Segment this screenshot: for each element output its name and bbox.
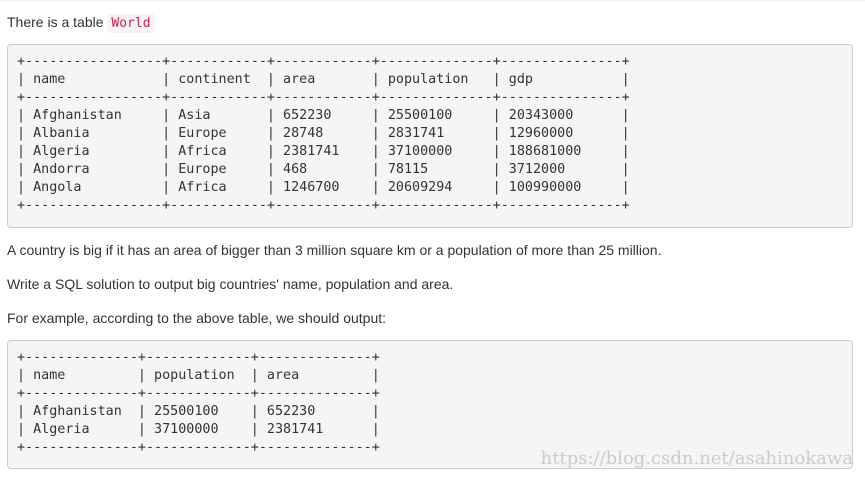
task-paragraph: Write a SQL solution to output big count… — [7, 276, 454, 292]
output-table-block: +--------------+-------------+----------… — [7, 340, 853, 469]
world-table-line: | Albania | Europe | 28748 | 2831741 | 1… — [17, 126, 630, 141]
output-table-line: | name | population | area | — [17, 368, 380, 383]
output-table-line: | Afghanistan | 25500100 | 652230 | — [17, 404, 380, 419]
output-table-line: +--------------+-------------+----------… — [17, 386, 380, 401]
output-table-line: +--------------+-------------+----------… — [17, 440, 380, 455]
world-table-line: | name | continent | area | population |… — [17, 72, 630, 87]
description-paragraph: A country is big if it has an area of bi… — [7, 242, 662, 258]
world-table-line: +-----------------+------------+--------… — [17, 90, 630, 105]
table-name-code: World — [107, 14, 155, 33]
world-table-line: | Algeria | Africa | 2381741 | 37100000 … — [17, 144, 630, 159]
output-table-line: +--------------+-------------+----------… — [17, 350, 380, 365]
top-divider — [0, 0, 865, 1]
world-table-line: +-----------------+------------+--------… — [17, 54, 630, 69]
world-table-line: | Afghanistan | Asia | 652230 | 25500100… — [17, 108, 630, 123]
example-intro-paragraph: For example, according to the above tabl… — [7, 310, 387, 326]
world-table-line: | Angola | Africa | 1246700 | 20609294 |… — [17, 180, 630, 195]
watermark-text: https://blog.csdn.net/asahinokawa — [540, 448, 853, 469]
world-table-block: +-----------------+------------+--------… — [7, 44, 853, 228]
intro-paragraph: There is a table World — [7, 12, 155, 34]
output-table-line: | Algeria | 37100000 | 2381741 | — [17, 422, 380, 437]
world-table-line: +-----------------+------------+--------… — [17, 198, 630, 213]
intro-text: There is a table — [7, 14, 108, 30]
world-table-line: | Andorra | Europe | 468 | 78115 | 37120… — [17, 162, 630, 177]
